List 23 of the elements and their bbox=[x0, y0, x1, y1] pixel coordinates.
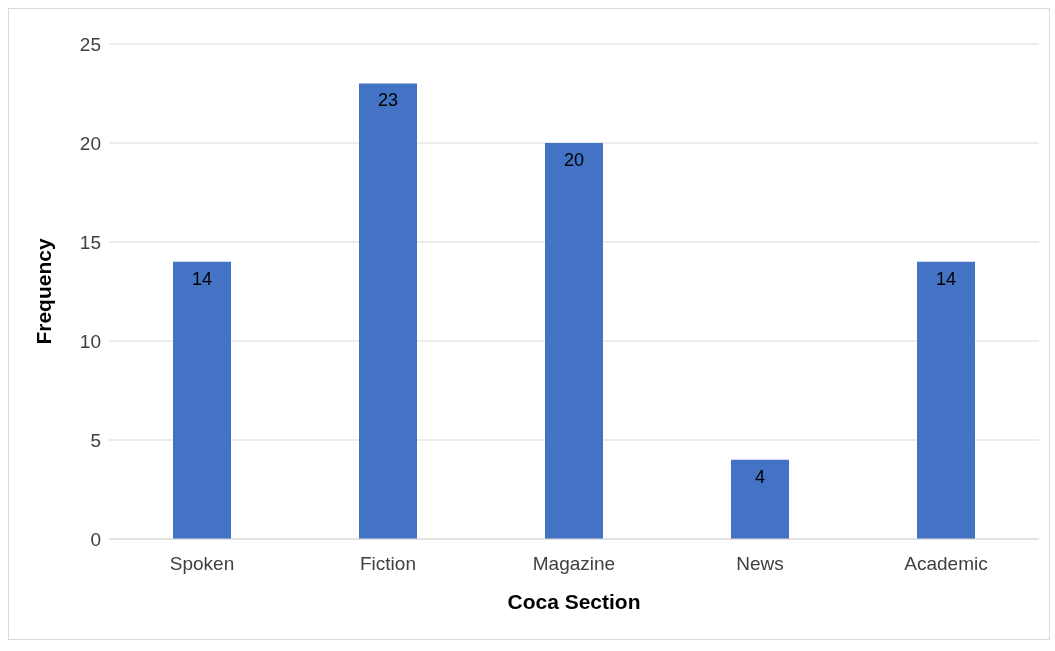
bar bbox=[359, 83, 417, 539]
y-tick-label: 10 bbox=[79, 330, 101, 352]
data-label: 14 bbox=[191, 268, 213, 289]
data-label: 4 bbox=[754, 466, 766, 487]
bar bbox=[917, 261, 975, 539]
x-axis-title: Coca Section bbox=[507, 590, 641, 613]
x-tick-label: Academic bbox=[904, 553, 988, 575]
x-tick-label: Magazine bbox=[532, 553, 616, 575]
y-tick-label: 0 bbox=[90, 528, 101, 550]
y-tick-label: 15 bbox=[79, 231, 101, 253]
bar bbox=[173, 261, 231, 539]
data-label: 20 bbox=[563, 149, 585, 170]
bar bbox=[731, 459, 789, 539]
x-tick-label: News bbox=[736, 553, 784, 575]
y-tick-label: 25 bbox=[79, 33, 101, 55]
x-tick-label: Spoken bbox=[169, 553, 235, 575]
data-label: 14 bbox=[935, 268, 957, 289]
x-tick-label: Fiction bbox=[360, 553, 416, 575]
data-label: 23 bbox=[377, 90, 399, 111]
y-axis-title: Frequency bbox=[32, 238, 56, 345]
y-tick-label: 20 bbox=[79, 132, 101, 154]
bar bbox=[545, 143, 603, 539]
y-tick-label: 5 bbox=[90, 429, 101, 451]
